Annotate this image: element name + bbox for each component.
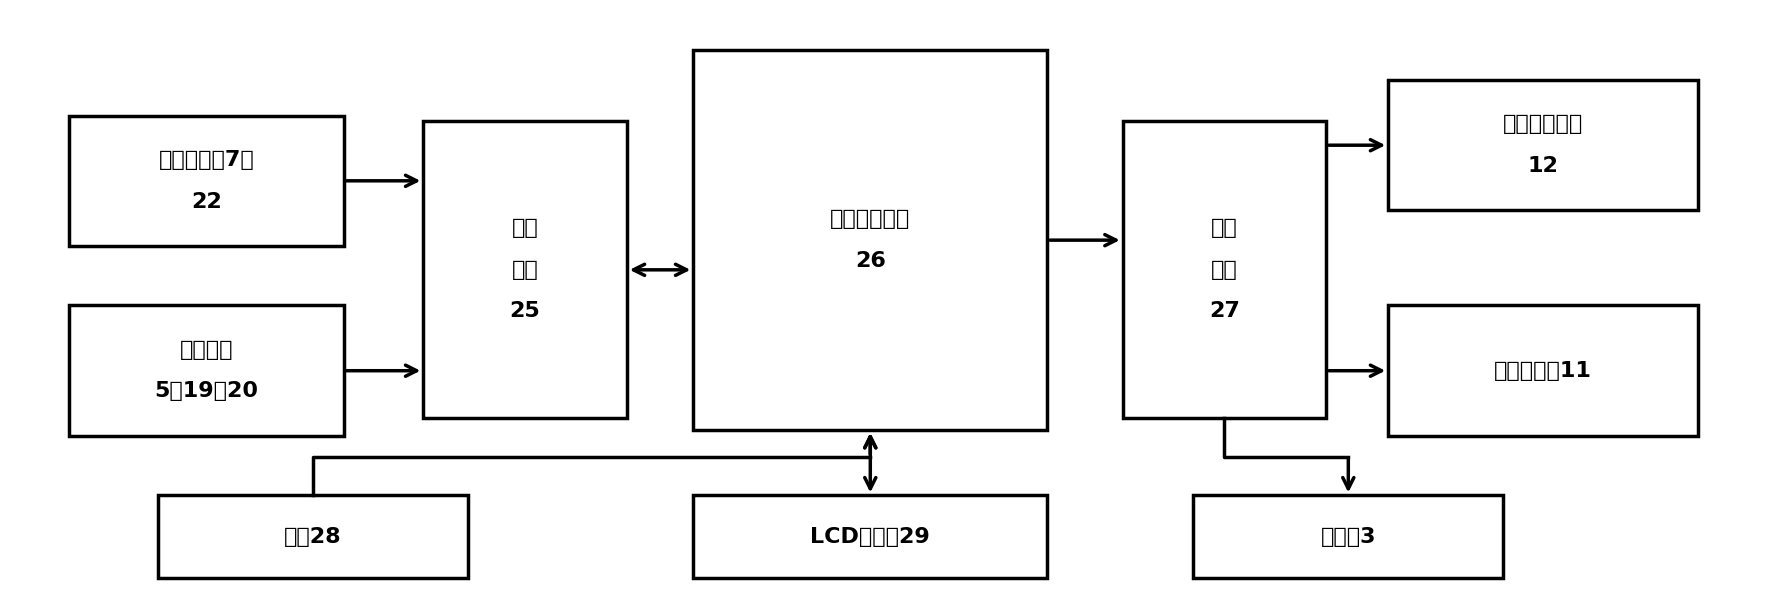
- Text: 转换: 转换: [511, 260, 538, 280]
- Text: 键盘28: 键盘28: [284, 527, 341, 547]
- Text: LCD显示屏29: LCD显示屏29: [810, 527, 931, 547]
- Text: 驱动: 驱动: [1211, 260, 1238, 280]
- Bar: [1122, 122, 1327, 418]
- Bar: [69, 116, 343, 246]
- Text: 压力传感器7、: 压力传感器7、: [158, 150, 254, 170]
- Text: 散热器3: 散热器3: [1321, 527, 1376, 547]
- Bar: [1193, 495, 1502, 579]
- Bar: [1389, 80, 1698, 210]
- Text: 模数: 模数: [511, 218, 538, 238]
- Bar: [69, 305, 343, 436]
- Bar: [423, 122, 627, 418]
- Text: 25: 25: [510, 301, 540, 322]
- Bar: [158, 495, 467, 579]
- Text: 27: 27: [1209, 301, 1240, 322]
- Text: 26: 26: [854, 251, 886, 271]
- Text: 小功率液压泵: 小功率液压泵: [1502, 114, 1582, 134]
- Text: 高速电磁阀11: 高速电磁阀11: [1494, 361, 1591, 381]
- Text: 热敏电阻: 热敏电阻: [179, 340, 233, 360]
- Bar: [1389, 305, 1698, 436]
- Text: 5、19、20: 5、19、20: [155, 382, 258, 401]
- Text: 隔离: 隔离: [1211, 218, 1238, 238]
- Text: 22: 22: [192, 192, 222, 211]
- Text: 12: 12: [1527, 156, 1559, 176]
- Bar: [693, 495, 1048, 579]
- Text: 微处理器单元: 微处理器单元: [829, 210, 911, 229]
- Bar: [693, 50, 1048, 430]
